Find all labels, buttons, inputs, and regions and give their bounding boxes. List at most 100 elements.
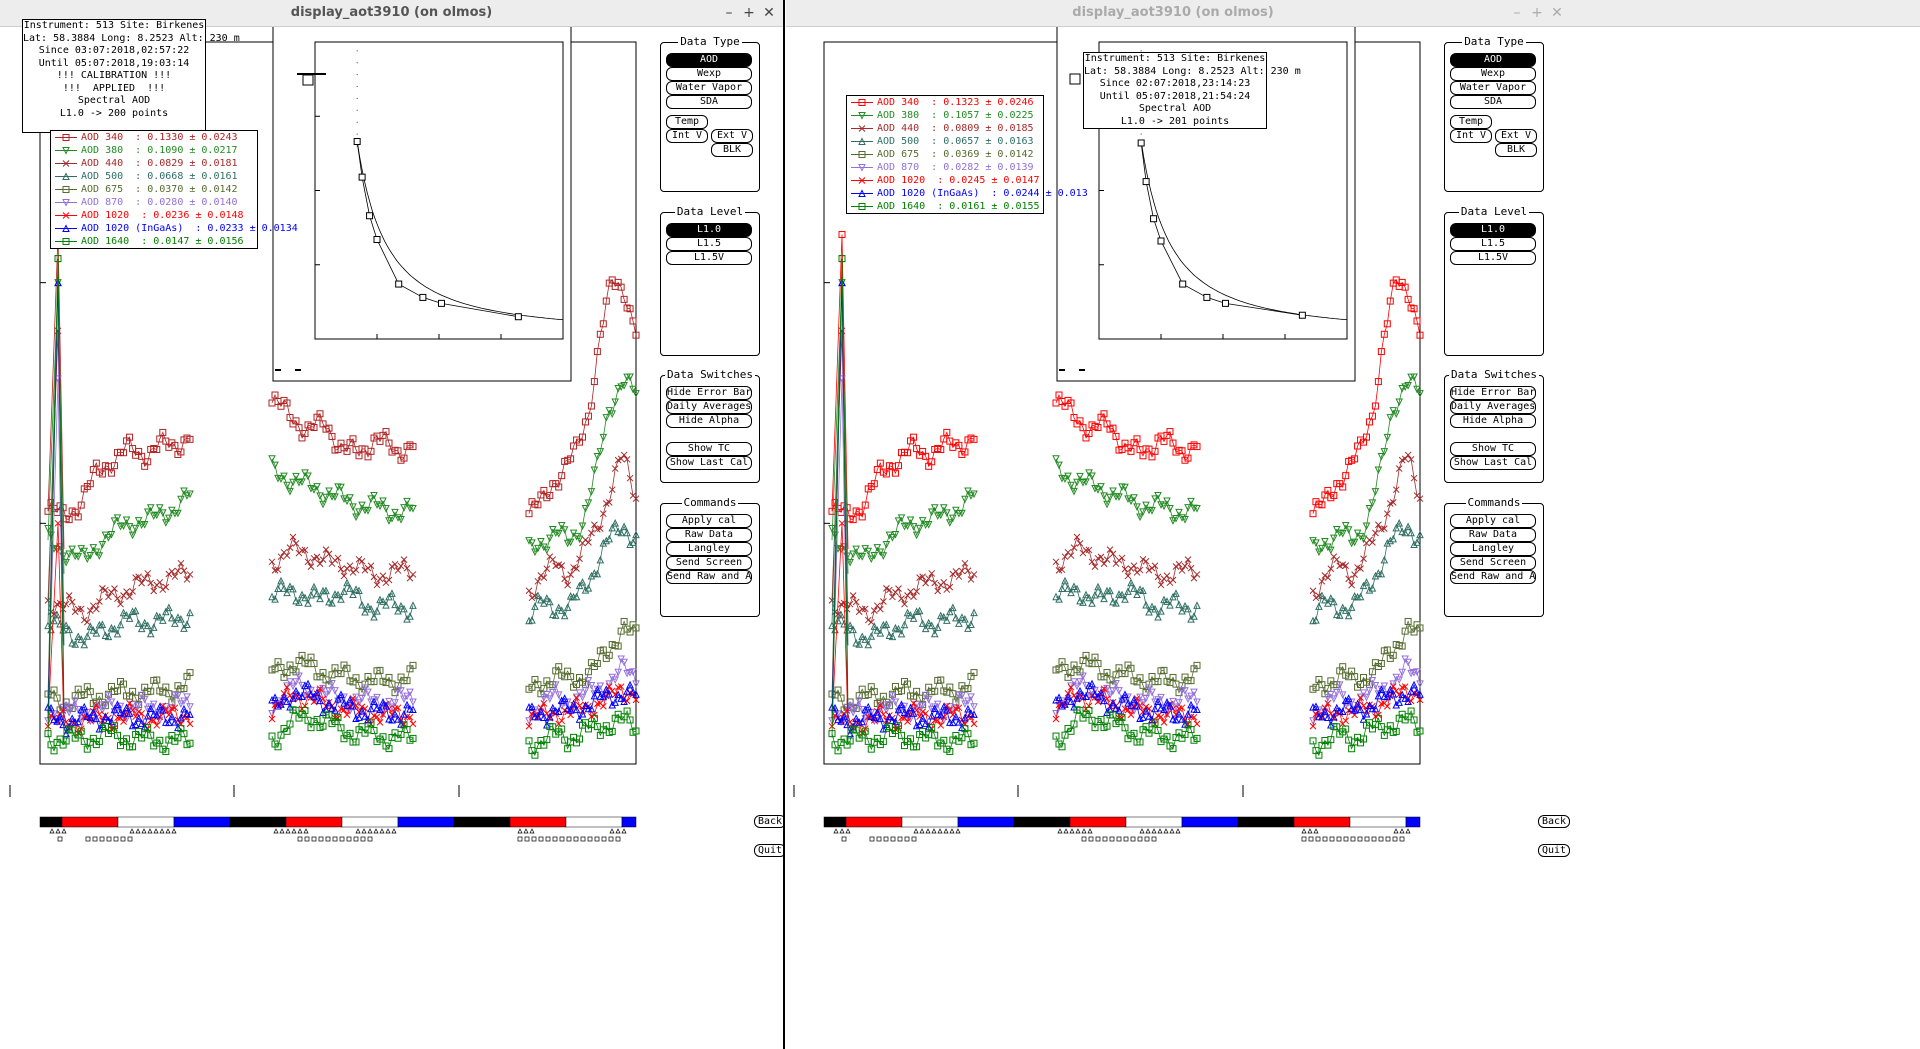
data-point xyxy=(56,619,64,628)
int-v-button[interactable]: Int V xyxy=(666,129,708,143)
data-point xyxy=(1329,534,1338,543)
apply-cal-button[interactable]: Apply cal xyxy=(666,514,752,528)
data-point xyxy=(340,587,348,595)
data-point xyxy=(310,692,318,701)
data-point xyxy=(918,701,927,710)
data-type-wexp-button[interactable]: Wexp xyxy=(1450,67,1536,81)
data-point xyxy=(1067,697,1075,705)
data-point xyxy=(391,709,399,718)
apply-cal-button[interactable]: Apply cal xyxy=(1450,514,1536,528)
minimize-icon[interactable]: – xyxy=(725,5,733,21)
data-point xyxy=(1175,600,1183,609)
data-level-l1-5v-button[interactable]: L1.5V xyxy=(666,251,752,265)
measurement-marker xyxy=(135,828,141,834)
data-level-l1-5-button[interactable]: L1.5 xyxy=(666,237,752,251)
hide-error-bars-button[interactable]: Hide Error Bars xyxy=(1450,386,1536,400)
day-night-bar-segment xyxy=(173,816,231,828)
data-point xyxy=(171,718,179,726)
data-point xyxy=(1175,709,1183,718)
int-v-button[interactable]: Int V xyxy=(1450,129,1492,143)
data-point xyxy=(1124,587,1132,595)
maximize-icon[interactable]: + xyxy=(743,5,755,21)
err-toggle[interactable] xyxy=(275,369,281,371)
data-point xyxy=(882,706,891,715)
log-toggle[interactable] xyxy=(1079,369,1085,371)
quit-button[interactable]: Quit xyxy=(1538,844,1571,857)
send-screen-button[interactable]: Send Screen xyxy=(666,556,752,570)
back-button[interactable]: Back xyxy=(754,815,783,828)
show-last-cal-button[interactable]: Show Last Cal xyxy=(1450,456,1536,470)
measurement-marker xyxy=(1301,828,1307,834)
maximize-icon[interactable]: + xyxy=(1531,5,1543,21)
data-point xyxy=(931,731,939,739)
data-point xyxy=(891,698,900,707)
measurement-marker xyxy=(1088,836,1094,842)
show-last-cal-button[interactable]: Show Last Cal xyxy=(666,456,752,470)
data-type-aod-button[interactable]: AOD xyxy=(666,53,752,67)
show-tc-button[interactable]: Show TC xyxy=(1450,442,1536,456)
measurement-marker xyxy=(55,828,61,834)
blk-button[interactable]: BLK xyxy=(711,143,753,157)
data-point xyxy=(924,695,933,704)
data-point xyxy=(1088,679,1096,688)
quit-button[interactable]: Quit xyxy=(754,844,783,857)
send-raw-and-aod-button[interactable]: Send Raw and AOD xyxy=(666,570,752,584)
data-point xyxy=(596,555,605,564)
hide-alpha-button[interactable]: Hide Alpha xyxy=(666,414,752,428)
close-icon[interactable]: ✕ xyxy=(763,5,775,21)
langley-button[interactable]: Langley xyxy=(1450,542,1536,556)
back-button[interactable]: Back xyxy=(1538,815,1571,828)
ext-v-button[interactable]: Ext V xyxy=(711,129,753,143)
data-type-water-vapor-button[interactable]: Water Vapor xyxy=(1450,81,1536,95)
data-point xyxy=(626,305,634,313)
blk-button[interactable]: BLK xyxy=(1495,143,1537,157)
daily-averages-button[interactable]: Daily Averages xyxy=(1450,400,1536,414)
data-point xyxy=(1359,581,1368,590)
data-point xyxy=(1103,500,1111,509)
data-level-l1-0-button[interactable]: L1.0 xyxy=(1450,223,1536,237)
data-point xyxy=(361,712,369,720)
measurement-marker xyxy=(897,836,903,842)
data-point xyxy=(367,447,375,455)
panel-title: Data Level xyxy=(661,205,759,218)
hide-error-bars-button[interactable]: Hide Error Bars xyxy=(666,386,752,400)
raw-data-button[interactable]: Raw Data xyxy=(666,528,752,542)
data-type-sda-button[interactable]: SDA xyxy=(666,95,752,109)
show-tc-button[interactable]: Show TC xyxy=(666,442,752,456)
temp-button[interactable]: Temp xyxy=(1450,115,1492,129)
temp-button[interactable]: Temp xyxy=(666,115,708,129)
data-point xyxy=(65,516,73,524)
minimize-icon[interactable]: – xyxy=(1513,5,1521,21)
info-line: Since 03:07:2018,02:57:22 xyxy=(38,45,190,56)
hide-alpha-button[interactable]: Hide Alpha xyxy=(1450,414,1536,428)
data-point xyxy=(101,701,110,709)
data-level-l1-5v-button[interactable]: L1.5V xyxy=(1450,251,1536,265)
data-point xyxy=(837,610,845,619)
data-point xyxy=(307,590,315,599)
raw-data-button[interactable]: Raw Data xyxy=(1450,528,1536,542)
data-point xyxy=(1404,617,1412,625)
daily-averages-button[interactable]: Daily Averages xyxy=(666,400,752,414)
data-level-l1-5-button[interactable]: L1.5 xyxy=(1450,237,1536,251)
data-point xyxy=(1374,714,1382,722)
data-type-wexp-button[interactable]: Wexp xyxy=(666,67,752,81)
log-toggle[interactable] xyxy=(295,369,301,371)
data-point xyxy=(937,446,945,454)
data-type-aod-button[interactable]: AOD xyxy=(1450,53,1536,67)
err-toggle[interactable] xyxy=(1059,369,1065,371)
close-icon[interactable]: ✕ xyxy=(1551,5,1563,21)
data-level-l1-0-button[interactable]: L1.0 xyxy=(666,223,752,237)
data-type-water-vapor-button[interactable]: Water Vapor xyxy=(666,81,752,95)
langley-button[interactable]: Langley xyxy=(666,542,752,556)
ext-v-button[interactable]: Ext V xyxy=(1495,129,1537,143)
series-line xyxy=(1055,535,1198,586)
measurement-marker xyxy=(61,828,67,834)
data-point xyxy=(98,706,107,715)
series-aod-380 xyxy=(828,279,1424,574)
send-screen-button[interactable]: Send Screen xyxy=(1450,556,1536,570)
data-type-sda-button[interactable]: SDA xyxy=(1450,95,1536,109)
data-point xyxy=(852,638,860,647)
data-point xyxy=(840,619,848,628)
data-point xyxy=(1178,715,1186,723)
send-raw-and-aod-button[interactable]: Send Raw and AOD xyxy=(1450,570,1536,584)
